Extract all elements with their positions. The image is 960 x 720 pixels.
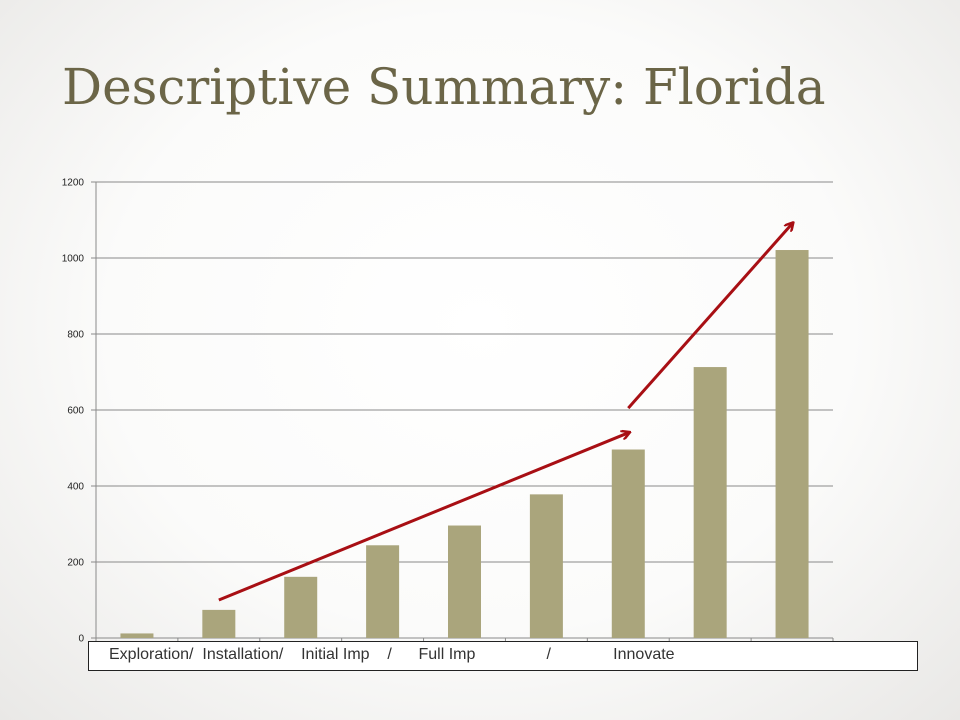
y-tick-label-1200: 1200 xyxy=(62,178,85,189)
bar-6 xyxy=(529,494,563,638)
trend-arrow-2 xyxy=(627,224,792,410)
slide-title: Descriptive Summary: Florida xyxy=(62,58,826,116)
bar-1 xyxy=(120,633,154,638)
bar-2 xyxy=(202,609,236,638)
y-tick-label-800: 800 xyxy=(67,330,84,341)
y-tick-label-0: 0 xyxy=(78,634,84,645)
stage-caption-box: Exploration/ Installation/ Initial Imp /… xyxy=(88,641,918,671)
y-tick-label-600: 600 xyxy=(67,406,84,417)
y-tick-label-1000: 1000 xyxy=(62,254,85,265)
stage-caption: Exploration/ Installation/ Initial Imp /… xyxy=(109,646,675,663)
chart-trend-arrows xyxy=(218,224,792,602)
bar-9 xyxy=(775,250,809,638)
chart-bars xyxy=(120,250,809,638)
bar-5 xyxy=(448,525,481,638)
y-tick-label-400: 400 xyxy=(67,482,84,493)
bar-7 xyxy=(611,449,645,638)
y-tick-label-200: 200 xyxy=(67,558,84,569)
trend-arrow-1 xyxy=(218,433,628,602)
bar-4 xyxy=(366,545,400,638)
bar-8 xyxy=(693,367,727,638)
bar-3 xyxy=(284,576,318,638)
